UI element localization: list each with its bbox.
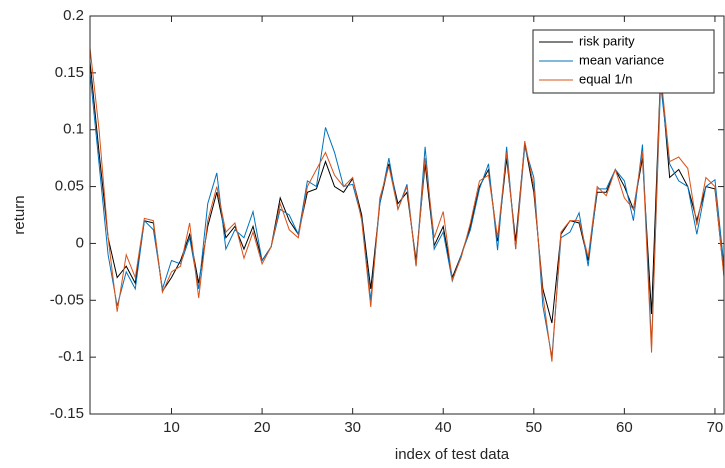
legend-label: equal 1/n [579, 71, 633, 86]
x-tick-label: 70 [707, 419, 724, 436]
x-tick-label: 40 [435, 419, 452, 436]
y-tick-label: -0.1 [58, 348, 84, 365]
legend-label: risk parity [579, 33, 635, 48]
y-tick-label: -0.15 [50, 405, 84, 422]
series-line [89, 47, 725, 362]
legend-label: mean variance [579, 52, 664, 67]
x-tick-label: 10 [163, 419, 180, 436]
series-line [89, 61, 725, 324]
y-tick-label: 0.15 [55, 64, 84, 81]
x-tick-label: 20 [254, 419, 271, 436]
x-tick-label: 50 [525, 419, 542, 436]
axes-box [89, 15, 725, 415]
x-tick-label: 30 [344, 419, 361, 436]
y-tick-label: 0.1 [63, 121, 84, 138]
legend: risk parity mean variance equal 1/n [532, 29, 715, 94]
x-axis-label: index of test data [395, 446, 510, 463]
y-tick-label: -0.05 [50, 291, 84, 308]
y-tick-label: 0.05 [55, 178, 84, 195]
x-tick-label: 60 [616, 419, 633, 436]
y-axis-label: return [11, 195, 28, 234]
y-tick-label: 0 [76, 234, 84, 251]
y-tick-label: 0.2 [63, 7, 84, 24]
